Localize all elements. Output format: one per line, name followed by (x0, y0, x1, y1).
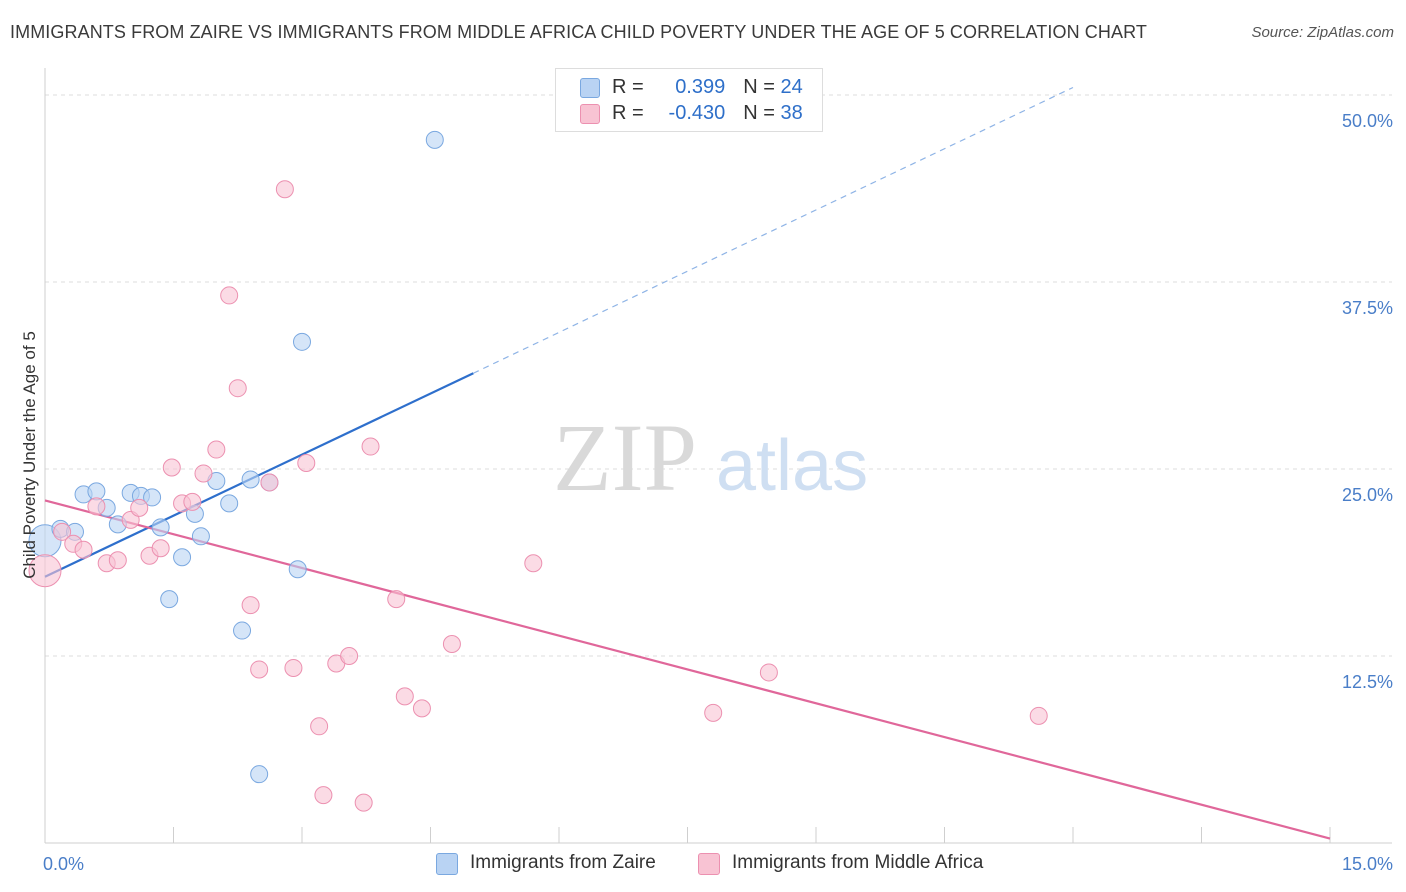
middle_africa-point-18 (241, 596, 260, 615)
middle_africa-point-30 (387, 590, 406, 609)
zaire-point-12 (173, 548, 192, 567)
axes (44, 68, 1392, 844)
zaire-point-11 (160, 590, 179, 609)
trend-lines (44, 86, 1331, 840)
zaire-point-18 (241, 470, 260, 489)
middle_africa-point-28 (354, 793, 373, 812)
data-points (28, 130, 1048, 812)
zaire-trend-extension (473, 86, 1074, 374)
zaire-point-23 (425, 130, 444, 149)
zaire-point-4 (87, 482, 106, 501)
middle-africa-legend-swatch (698, 853, 720, 875)
legend-zaire-stats: R = 0.399 N = 24 (612, 76, 803, 98)
middle_africa-point-33 (442, 635, 461, 654)
y-tick-label-1: 25.0% (1342, 485, 1393, 505)
middle_africa-point-25 (314, 786, 333, 805)
legend-middle-africa-stats: R = -0.430 N = 38 (612, 102, 803, 124)
zaire-swatch (580, 78, 600, 98)
zaire-point-22 (293, 332, 311, 351)
zaire-point-9 (143, 488, 162, 507)
zaire-legend-label: Immigrants from Zaire (470, 852, 656, 873)
middle_africa-point-31 (395, 687, 414, 706)
middle_africa-point-37 (1029, 706, 1048, 725)
middle_africa-trend-line (44, 499, 1331, 840)
watermark: ZIP atlas (553, 404, 868, 511)
middle_africa-point-1 (53, 522, 72, 541)
middle_africa-point-0 (28, 554, 62, 588)
x-tick-label-0: 0.0% (43, 854, 84, 874)
middle_africa-point-13 (183, 492, 202, 511)
middle_africa-point-29 (361, 437, 380, 456)
correlation-legend: R = 0.399 N = 24 R = -0.430 N = 38 (555, 68, 823, 132)
zaire-point-21 (288, 560, 307, 579)
watermark-atlas: atlas (716, 426, 868, 506)
zaire-trend-line (44, 372, 474, 578)
chart-title: IMMIGRANTS FROM ZAIRE VS IMMIGRANTS FROM… (10, 22, 1147, 42)
middle_africa-point-3 (74, 540, 93, 559)
middle_africa-point-34 (524, 554, 543, 573)
middle_africa-point-24 (310, 717, 329, 736)
grid-lines (45, 94, 1392, 657)
middle_africa-point-27 (340, 646, 359, 665)
middle_africa-point-16 (220, 286, 239, 305)
source-credit: Source: ZipAtlas.com (1251, 24, 1394, 41)
middle_africa-point-15 (207, 440, 226, 459)
zaire-point-17 (233, 621, 252, 640)
zaire-point-10 (151, 518, 170, 537)
y-tick-label-0: 12.5% (1342, 672, 1393, 692)
y-axis-label: Child Poverty Under the Age of 5 (20, 331, 39, 579)
middle_africa-point-36 (759, 663, 778, 682)
x-tick-label-1: 15.0% (1342, 854, 1393, 874)
middle-africa-swatch (580, 104, 600, 124)
middle_africa-point-21 (275, 180, 294, 199)
middle_africa-point-14 (194, 464, 213, 483)
zaire-legend-swatch (436, 853, 458, 875)
middle_africa-point-17 (228, 379, 247, 398)
zaire-point-16 (220, 494, 239, 513)
y-tick-label-3: 50.0% (1342, 111, 1393, 131)
middle_africa-point-19 (250, 660, 269, 679)
middle_africa-point-23 (297, 453, 316, 472)
middle_africa-point-11 (162, 458, 181, 477)
middle_africa-point-32 (412, 699, 431, 718)
middle_africa-point-35 (704, 703, 723, 722)
middle_africa-point-6 (108, 551, 127, 570)
middle_africa-point-20 (260, 473, 279, 492)
y-tick-label-2: 37.5% (1342, 298, 1393, 318)
middle_africa-point-8 (130, 498, 149, 517)
zaire-point-19 (250, 765, 269, 784)
middle_africa-point-10 (151, 539, 170, 558)
middle_africa-point-4 (87, 497, 106, 516)
middle-africa-legend-label: Immigrants from Middle Africa (732, 852, 984, 873)
tick-labels: 12.5% 25.0% 37.5% 50.0% 0.0% 15.0% (43, 111, 1393, 874)
middle_africa-point-22 (284, 658, 303, 677)
watermark-zip: ZIP (553, 404, 697, 511)
zaire-point-14 (191, 527, 210, 546)
